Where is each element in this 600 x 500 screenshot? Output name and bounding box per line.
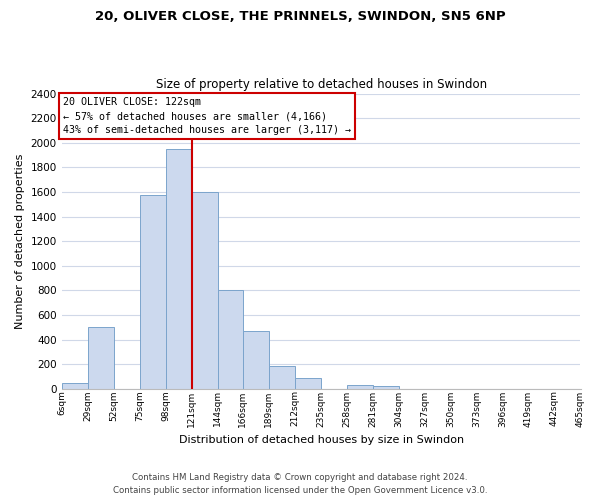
Title: Size of property relative to detached houses in Swindon: Size of property relative to detached ho…	[155, 78, 487, 91]
Bar	[140, 195, 166, 389]
Y-axis label: Number of detached properties: Number of detached properties	[15, 154, 25, 329]
Text: 20, OLIVER CLOSE, THE PRINNELS, SWINDON, SN5 6NP: 20, OLIVER CLOSE, THE PRINNELS, SWINDON,…	[95, 10, 505, 23]
Bar	[62, 382, 88, 389]
Bar	[191, 192, 218, 389]
Bar	[88, 328, 113, 389]
Bar	[295, 378, 320, 389]
Bar	[373, 386, 398, 389]
Text: 20 OLIVER CLOSE: 122sqm
← 57% of detached houses are smaller (4,166)
43% of semi: 20 OLIVER CLOSE: 122sqm ← 57% of detache…	[63, 97, 351, 135]
Text: Contains HM Land Registry data © Crown copyright and database right 2024.
Contai: Contains HM Land Registry data © Crown c…	[113, 474, 487, 495]
Bar	[218, 290, 242, 389]
Bar	[347, 385, 373, 389]
Bar	[242, 331, 269, 389]
X-axis label: Distribution of detached houses by size in Swindon: Distribution of detached houses by size …	[179, 435, 464, 445]
Bar	[269, 366, 295, 389]
Bar	[166, 149, 191, 389]
